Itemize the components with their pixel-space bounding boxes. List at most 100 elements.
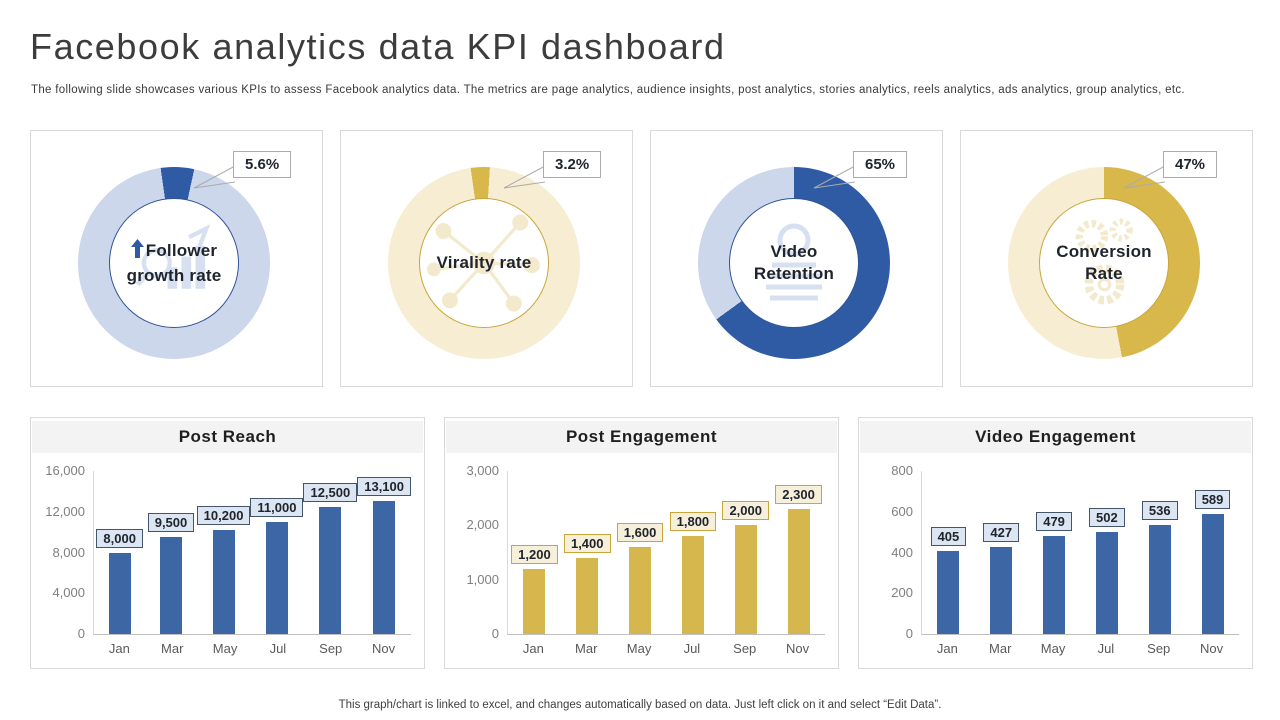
data-label-box: 12,500 — [303, 482, 358, 502]
x-axis-tick-label: Mar — [161, 641, 184, 656]
y-axis-tick-label: 0 — [77, 626, 85, 641]
y-axis-tick-label: 2,000 — [466, 517, 499, 533]
data-label-box: 2,300 — [775, 485, 822, 505]
kpi-card-follower-growth-rate[interactable]: Follower growth rate 5.6% — [30, 130, 323, 387]
y-axis-tick-label: 800 — [891, 463, 913, 478]
y-axis-tick-label: 1,000 — [466, 571, 499, 587]
chart-title: Post Engagement — [565, 427, 718, 446]
donut-chart: Video Retention — [698, 167, 890, 359]
data-label-box: 1,600 — [616, 523, 664, 543]
y-axis-tick-label: 0 — [491, 626, 499, 641]
chart-title: Post Reach — [178, 427, 277, 446]
x-axis-tick-label: Jul — [683, 641, 701, 656]
bar-slot: 13,100 — [357, 471, 411, 634]
bar-slot: 427 — [975, 471, 1028, 634]
chart-title-band: Post Reach — [32, 421, 423, 453]
y-axis-tick-label: 200 — [891, 585, 913, 601]
kpi-card-conversion-rate[interactable]: Conversion Rate 47% — [960, 130, 1253, 387]
x-axis-tick-label: May — [212, 641, 238, 656]
plot-area: 1,200 1,400 1,600 1,800 2,000 2,300 — [507, 471, 825, 635]
page-subtitle: The following slide showcases various KP… — [31, 84, 1185, 96]
x-axis-tick-label: Jul — [1097, 641, 1115, 656]
plot-area: 8,000 9,500 10,200 11,000 12,500 13,100 — [93, 471, 411, 635]
y-axis: 0 4,000 8,000 12,000 16,000 — [31, 418, 85, 668]
kpi-value-callout: 3.2% — [543, 151, 602, 178]
chart-card-video-engagement[interactable]: Video Engagement 0 200 400 600 800 405 427 479… — [858, 417, 1253, 669]
kpi-label: Follower growth rate — [110, 239, 238, 286]
chart-title-band: Post Engagement — [446, 421, 837, 453]
gears-watermark-icon — [1040, 199, 1168, 327]
y-axis-tick-label: 8,000 — [52, 544, 85, 560]
bar — [937, 551, 960, 634]
chart-title-band: Video Engagement — [860, 421, 1251, 453]
x-axis-tick-label: Jul — [269, 641, 287, 656]
data-label-box: 1,200 — [511, 544, 558, 564]
bar-slot: 9,500 — [145, 471, 196, 634]
donut-center: Follower growth rate — [109, 198, 239, 328]
x-axis-tick-label: Jan — [108, 641, 130, 656]
bar-slot: 479 — [1028, 471, 1081, 634]
bar-slot: 405 — [922, 471, 975, 634]
bar — [319, 506, 342, 634]
data-label-box: 1,800 — [669, 512, 717, 532]
data-label-box: 536 — [1141, 500, 1178, 520]
kpi-card-virality-rate[interactable]: Virality rate 3.2% — [340, 130, 633, 387]
chart-title: Video Engagement — [975, 427, 1136, 446]
kpi-value-callout: 47% — [1163, 151, 1218, 178]
x-axis-tick-label: May — [1040, 641, 1066, 656]
donut-center: Conversion Rate — [1039, 198, 1169, 328]
network-watermark-icon — [420, 199, 548, 327]
y-axis-tick-label: 12,000 — [45, 503, 85, 519]
x-axis: Jan Mar May Jul Sep Nov — [507, 641, 824, 656]
y-axis: 0 200 400 600 800 — [859, 418, 913, 668]
kpi-label-text: Virality rate — [436, 252, 532, 272]
plot-area: 405 427 479 502 536 589 — [921, 471, 1239, 635]
x-axis-tick-label: Nov — [371, 641, 396, 656]
kpi-label-text: Video Retention — [753, 241, 835, 283]
data-label-box: 10,200 — [196, 506, 251, 526]
bar — [1201, 514, 1224, 634]
bar — [159, 537, 182, 634]
chart-card-post-engagement[interactable]: Post Engagement 0 1,000 2,000 3,000 1,200 1,… — [444, 417, 839, 669]
bar — [1043, 536, 1066, 634]
x-axis-tick-label: Nov — [1199, 641, 1224, 656]
bar-slot: 1,600 — [614, 471, 667, 634]
bar — [1148, 524, 1171, 634]
donut-center: Virality rate — [419, 198, 549, 328]
kpi-label: Virality rate — [431, 252, 538, 274]
kpi-value-callout: 5.6% — [233, 151, 292, 178]
data-label-box: 13,100 — [357, 476, 411, 496]
x-axis-tick-label: Mar — [989, 641, 1012, 656]
kpi-card-row: Follower growth rate 5.6% Virality rate … — [30, 130, 1253, 387]
x-axis-tick-label: Jan — [936, 641, 958, 656]
bar-slot: 11,000 — [250, 471, 304, 634]
page-title: Facebook analytics data KPI dashboard — [30, 26, 726, 67]
donut-center: Video Retention — [729, 198, 859, 328]
kpi-card-video-retention[interactable]: Video Retention 65% — [650, 130, 943, 387]
bar — [576, 557, 599, 634]
y-axis-tick-label: 0 — [905, 626, 913, 641]
y-axis-tick-label: 4,000 — [52, 585, 85, 601]
bar — [265, 521, 288, 634]
bar — [681, 536, 704, 634]
y-axis: 0 1,000 2,000 3,000 — [445, 418, 499, 668]
donut-chart: Follower growth rate — [78, 167, 270, 359]
chart-card-post-reach[interactable]: Post Reach 0 4,000 8,000 12,000 16,000 8,000… — [30, 417, 425, 669]
bar-slot: 536 — [1133, 471, 1186, 634]
bar — [734, 525, 757, 634]
bar-slot: 12,500 — [303, 471, 358, 634]
x-axis: Jan Mar May Jul Sep Nov — [921, 641, 1238, 656]
data-label-box: 479 — [1036, 512, 1072, 532]
y-axis-tick-label: 600 — [891, 503, 913, 519]
bar-chart-watermark-icon — [110, 199, 238, 327]
kpi-label-text: Follower growth rate — [126, 241, 222, 285]
x-axis: Jan Mar May Jul Sep Nov — [93, 641, 410, 656]
bar-slot: 1,200 — [508, 471, 561, 634]
y-axis-tick-label: 400 — [891, 544, 913, 560]
bar — [373, 500, 396, 634]
bar-slot: 2,000 — [719, 471, 772, 634]
bar — [629, 547, 652, 634]
kpi-label-text: Conversion Rate — [1056, 241, 1152, 283]
bar-slot: 10,200 — [196, 471, 251, 634]
data-label-box: 1,400 — [563, 533, 611, 553]
